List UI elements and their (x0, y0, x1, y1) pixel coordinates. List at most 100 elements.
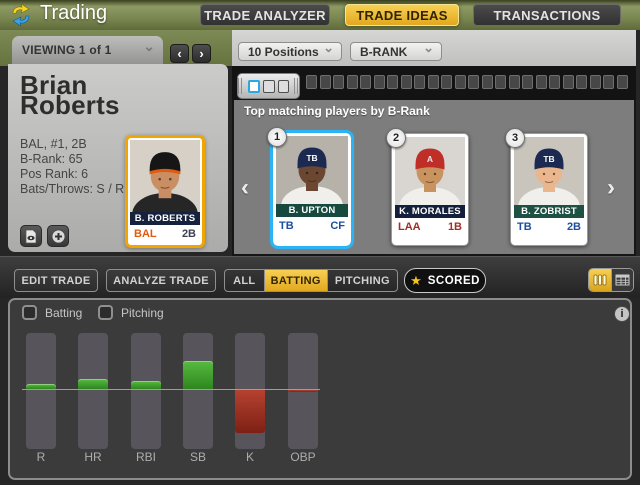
matching-player-card-2[interactable]: 2 A K. MORALES LAA 1B (386, 128, 469, 246)
matching-player-card-1[interactable]: 1 TB B. UPTON TB CF (267, 127, 354, 249)
app-header: Trading TRADE ANALYZER TRADE IDEAS TRANSAC… (0, 0, 640, 30)
chevron-down-icon: ⌄ (323, 40, 334, 55)
player-card-position: 1B (447, 221, 462, 233)
checkbox-label: Pitching (121, 305, 164, 320)
positions-dropdown[interactable]: 10 Positions ⌄ (238, 40, 342, 61)
viewing-dropdown[interactable]: VIEWING 1 of 1 ⌄ (12, 36, 163, 64)
header-tabs: TRADE ANALYZER TRADE IDEAS TRANSACTIONS (0, 0, 640, 30)
pager-handle-square[interactable] (247, 79, 260, 93)
checkbox-item-batting[interactable]: Batting (22, 305, 82, 320)
pager-square[interactable] (414, 75, 425, 89)
segment-pitching[interactable]: PITCHING (334, 274, 390, 287)
pager-handle-square[interactable] (277, 79, 290, 93)
pager-square[interactable] (522, 75, 533, 89)
checkbox-label: Batting (45, 305, 83, 320)
next-player-button[interactable]: › (192, 44, 211, 63)
columns-chart-icon (593, 274, 607, 286)
pager-square[interactable] (387, 75, 398, 89)
pager-square[interactable] (508, 75, 520, 89)
pager-square[interactable] (576, 75, 587, 89)
pager-square[interactable] (549, 75, 560, 89)
trade-toolbar: EDIT TRADE ANALYZE TRADE ALL BATTING PITCH… (0, 256, 640, 298)
player-photo: TB (514, 137, 584, 205)
pager-square[interactable] (427, 75, 439, 89)
chart-track-sb (183, 333, 213, 449)
player-detail-line: Bats/Throws: S / R (20, 182, 125, 196)
pager-handle-square[interactable] (262, 79, 275, 93)
eye-document-icon (25, 229, 37, 243)
player-card-team: TB (517, 221, 532, 233)
tab-trade-ideas[interactable]: TRADE IDEAS (345, 4, 459, 26)
pager-square[interactable] (333, 75, 344, 89)
svg-text:TB: TB (306, 153, 317, 163)
pitching-checkbox[interactable] (98, 305, 113, 320)
chart-area: R HR RBI SB K OBP (10, 300, 630, 478)
pager-square[interactable] (400, 75, 412, 89)
view-toggle-table[interactable] (610, 269, 633, 291)
view-toggle-chart[interactable] (589, 269, 611, 291)
positions-dropdown-value: 10 Positions (248, 44, 319, 59)
info-icon[interactable]: i (614, 306, 630, 322)
chart-category-label: HR (84, 450, 102, 464)
checkbox-item-pitching[interactable]: Pitching (98, 305, 164, 320)
pager-handle[interactable] (237, 73, 300, 99)
my-player-card[interactable]: B. ROBERTS BAL 2B (125, 135, 205, 248)
add-player-button[interactable] (47, 225, 69, 247)
svg-text:A: A (427, 154, 433, 164)
tab-transactions[interactable]: TRANSACTIONS (473, 4, 621, 26)
tab-trade-analyzer[interactable]: TRADE ANALYZER (200, 4, 330, 26)
pager-square[interactable] (468, 75, 479, 89)
my-card-photo (130, 140, 200, 212)
prev-player-button[interactable]: ‹ (170, 44, 189, 63)
svg-text:TB: TB (543, 154, 554, 164)
sort-dropdown[interactable]: B-RANK ⌄ (350, 40, 442, 61)
player-photo: A (395, 137, 465, 205)
segment-all[interactable]: ALL (225, 270, 265, 291)
player-card-position: CF (330, 220, 345, 232)
page-title: Trading (40, 2, 108, 24)
pager-square[interactable] (481, 75, 493, 89)
pager-square[interactable] (603, 75, 614, 89)
trading-swap-icon (12, 3, 30, 27)
cards-scroll-right-arrow[interactable]: › (607, 174, 615, 201)
player-card-name: K. MORALES (395, 205, 465, 218)
table-icon (615, 274, 630, 286)
player-card-bottom: TB CF (276, 217, 348, 235)
player-card-name: B. UPTON (276, 204, 348, 217)
pager-square[interactable] (616, 75, 628, 89)
pager-square[interactable] (562, 75, 574, 89)
segment-batting[interactable]: BATTING (264, 270, 328, 291)
pager-square[interactable] (306, 75, 317, 89)
cards-scroll-left-arrow[interactable]: ‹ (241, 174, 249, 201)
chart-category-label: OBP (290, 450, 316, 464)
chevron-down-icon: ⌄ (423, 40, 434, 55)
chart-track-hr (78, 333, 108, 449)
player-card-bottom: TB 2B (514, 218, 584, 236)
chart-bar-rbi (131, 381, 161, 389)
chart-category-label: SB (189, 450, 206, 464)
player-photo: TB (276, 136, 348, 204)
pager-square[interactable] (346, 75, 358, 89)
analyze-trade-button[interactable]: ANALYZE TRADE (106, 269, 216, 292)
pager-square[interactable] (360, 75, 371, 89)
chevron-down-icon: ⌄ (143, 38, 155, 54)
pager-square[interactable] (589, 75, 601, 89)
pager-square[interactable] (319, 75, 331, 89)
batting-checkbox[interactable] (22, 305, 37, 320)
pager-square[interactable] (441, 75, 452, 89)
view-toggle-group (588, 268, 634, 292)
pager-bar (232, 66, 636, 100)
pager-square[interactable] (535, 75, 547, 89)
pager-square[interactable] (495, 75, 506, 89)
my-card-bottom: BAL 2B (130, 225, 200, 243)
my-card-position: 2B (181, 228, 196, 240)
scored-button[interactable]: ★ SCORED (404, 268, 486, 293)
pager-square[interactable] (454, 75, 466, 89)
edit-trade-button[interactable]: EDIT TRADE (14, 269, 98, 292)
chart-bar-hr (78, 379, 108, 389)
preview-button[interactable] (20, 225, 42, 247)
player-detail-line: B-Rank: 65 (20, 152, 83, 166)
pager-square[interactable] (373, 75, 385, 89)
matching-player-card-3[interactable]: 3 TB B. ZOBRIST TB 2B (505, 128, 588, 246)
